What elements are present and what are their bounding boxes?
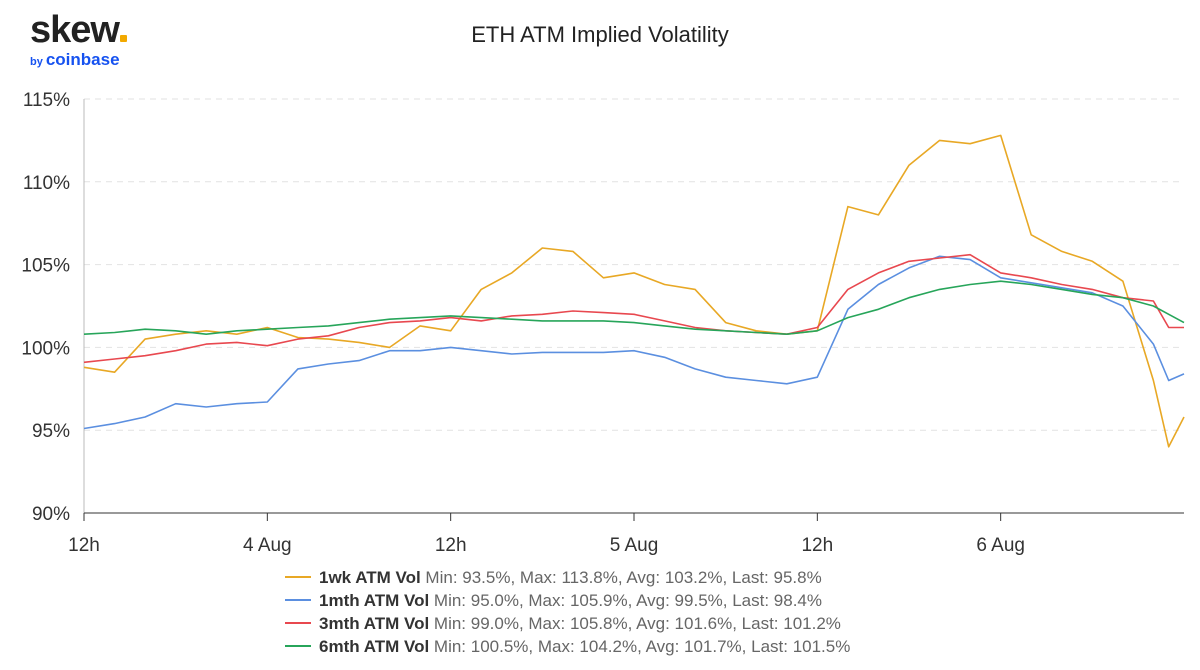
- series-line: [83, 253, 1184, 364]
- y-tick-label: 90%: [32, 504, 70, 525]
- logo-byline: by coinbase: [30, 51, 120, 71]
- legend-series-name: 6mth ATM Vol: [319, 637, 430, 656]
- legend-item[interactable]: 1mth ATM Vol Min: 95.0%, Max: 105.9%, Av…: [285, 589, 850, 612]
- legend-series-stats: Min: 93.5%, Max: 113.8%, Avg: 103.2%, La…: [420, 568, 822, 587]
- y-tick-label: 100%: [21, 338, 70, 359]
- logo-brand: coinbase: [45, 50, 120, 69]
- x-tick-label: 12h: [801, 535, 833, 556]
- logo-wordmark: skew: [30, 10, 127, 50]
- y-tick-label: 95%: [32, 421, 70, 442]
- logo-by: by: [30, 56, 43, 68]
- x-tick-label: 4 Aug: [243, 535, 292, 556]
- line-chart: 90% 95% 100% 105% 110% 115% 12h 4 Aug 12h 5 Aug 12…: [21, 90, 1185, 556]
- y-tick-label: 115%: [23, 90, 70, 111]
- x-tick-label: 6 Aug: [976, 535, 1025, 556]
- y-tick-label: 105%: [21, 256, 70, 277]
- legend-swatch: [285, 621, 311, 624]
- chart-legend: 1wk ATM Vol Min: 93.5%, Max: 113.8%, Avg…: [285, 566, 850, 658]
- legend-series-name: 1mth ATM Vol: [319, 591, 430, 610]
- legend-series-name: 3mth ATM Vol: [319, 614, 430, 633]
- x-tick-label: 5 Aug: [610, 535, 659, 556]
- axes: [83, 99, 1184, 521]
- legend-swatch: [285, 575, 311, 578]
- y-tick-label: 110%: [23, 173, 70, 194]
- legend-series-stats: Min: 99.0%, Max: 105.8%, Avg: 101.6%, La…: [429, 614, 841, 633]
- grid-lines: [84, 98, 1184, 431]
- legend-series-stats: Min: 95.0%, Max: 105.9%, Avg: 99.5%, Las…: [429, 591, 822, 610]
- skew-coinbase-logo: skew by coinbase: [30, 10, 140, 70]
- chart-title: ETH ATM Implied Volatility: [471, 22, 729, 47]
- series-line: [83, 255, 1185, 430]
- legend-swatch: [285, 644, 311, 647]
- logo-dot: [119, 35, 127, 42]
- legend-swatch: [285, 598, 311, 601]
- tick-labels: 90% 95% 100% 105% 110% 115% 12h 4 Aug 12h 5 Aug 12…: [21, 90, 1025, 556]
- legend-series-name: 1wk ATM Vol: [319, 568, 421, 587]
- x-tick-label: 12h: [435, 535, 467, 556]
- legend-item[interactable]: 1wk ATM Vol Min: 93.5%, Max: 113.8%, Avg…: [285, 566, 850, 589]
- legend-item[interactable]: 6mth ATM Vol Min: 100.5%, Max: 104.2%, A…: [285, 635, 850, 658]
- series-lines: [83, 134, 1185, 448]
- legend-series-stats: Min: 100.5%, Max: 104.2%, Avg: 101.7%, L…: [429, 637, 851, 656]
- legend-item[interactable]: 3mth ATM Vol Min: 99.0%, Max: 105.8%, Av…: [285, 612, 850, 635]
- series-line: [83, 280, 1185, 336]
- x-tick-label: 12h: [68, 535, 100, 556]
